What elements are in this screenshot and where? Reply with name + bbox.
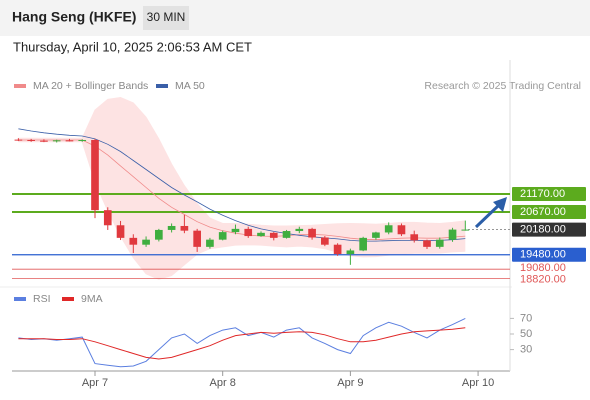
candle-body [91, 139, 99, 211]
candle-body [372, 232, 380, 238]
candle-body [333, 244, 342, 255]
arrow-shaft [474, 203, 501, 229]
level-label-box [512, 186, 586, 201]
candle-body [206, 239, 214, 247]
candle-body [295, 228, 304, 232]
candle-body [282, 231, 291, 238]
legend-swatch [14, 84, 26, 88]
candle-body [423, 240, 431, 247]
legend-label: RSI [33, 293, 51, 305]
candle-body [448, 229, 457, 240]
level-label-box [512, 222, 586, 237]
candle-body [116, 225, 125, 238]
x-tick-label: Apr 9 [337, 377, 363, 389]
candle-body [218, 232, 227, 240]
level-label: 18820.00 [520, 273, 566, 285]
legend-swatch [62, 297, 74, 301]
level-label: 19480.00 [520, 249, 566, 261]
candle-body [103, 210, 112, 226]
candle-body [231, 228, 240, 233]
candle-body [155, 229, 163, 240]
candle-body [269, 232, 278, 238]
indicator-line [18, 317, 466, 368]
candle-body [180, 225, 189, 231]
level-label-box [512, 204, 586, 219]
candle-body [346, 250, 355, 255]
x-tick-label: Apr 8 [210, 377, 236, 389]
interval-button[interactable] [143, 6, 189, 30]
indicator-line [18, 327, 466, 360]
candle-body [461, 229, 470, 231]
legend-swatch [14, 297, 26, 301]
candle-body [397, 225, 406, 235]
candle-body [167, 225, 176, 230]
plot: 21170.00 20670.00 20180.00 19480.0019080.00… [12, 80, 586, 389]
y-tick-label: 30 [520, 344, 532, 356]
level-label: 20180.00 [520, 223, 566, 235]
candle-body [244, 228, 253, 237]
level-label-box [512, 247, 586, 262]
x-tick-label: Apr 10 [462, 377, 494, 389]
timestamp: Thursday, April 10, 2025 2:06:53 AM CET [13, 39, 252, 54]
y-tick-label: 70 [520, 312, 532, 324]
legend-label: MA 50 [175, 80, 205, 92]
trend-arrow [474, 197, 507, 229]
candle-body [27, 139, 35, 141]
level-label: 20670.00 [520, 206, 566, 218]
bollinger-upper [18, 96, 466, 227]
candle-body [193, 230, 201, 247]
x-tick-label: Apr 7 [82, 377, 108, 389]
title: Hang Seng (HKFE) [12, 9, 136, 25]
bollinger-band [18, 97, 466, 280]
candle-body [142, 239, 150, 245]
candle-body [14, 139, 23, 141]
bollinger-lower [18, 141, 466, 280]
header-bar [0, 0, 590, 36]
legend-label: MA 20 + Bollinger Bands [33, 80, 148, 92]
candle-body [384, 225, 393, 233]
ma-line [18, 128, 466, 242]
credit: Research © 2025 Trading Central [424, 80, 581, 92]
level-label: 19080.00 [520, 262, 566, 274]
legend-label: 9MA [81, 293, 103, 305]
candle-body [410, 234, 419, 241]
candle-body [78, 139, 87, 141]
candle-body [359, 237, 367, 251]
interval-label[interactable]: 30 MIN [147, 10, 186, 24]
candle-body [65, 140, 74, 142]
candle-body [435, 239, 444, 247]
candle-body [321, 237, 329, 245]
candle-body [129, 237, 138, 245]
legend-swatch [156, 84, 168, 88]
candle-body [308, 228, 316, 238]
candle-body [257, 232, 265, 237]
y-tick-label: 50 [520, 328, 532, 340]
candle-body [52, 140, 61, 142]
arrow-head [493, 197, 507, 212]
candle-body [40, 140, 48, 142]
level-label: 21170.00 [520, 188, 565, 200]
